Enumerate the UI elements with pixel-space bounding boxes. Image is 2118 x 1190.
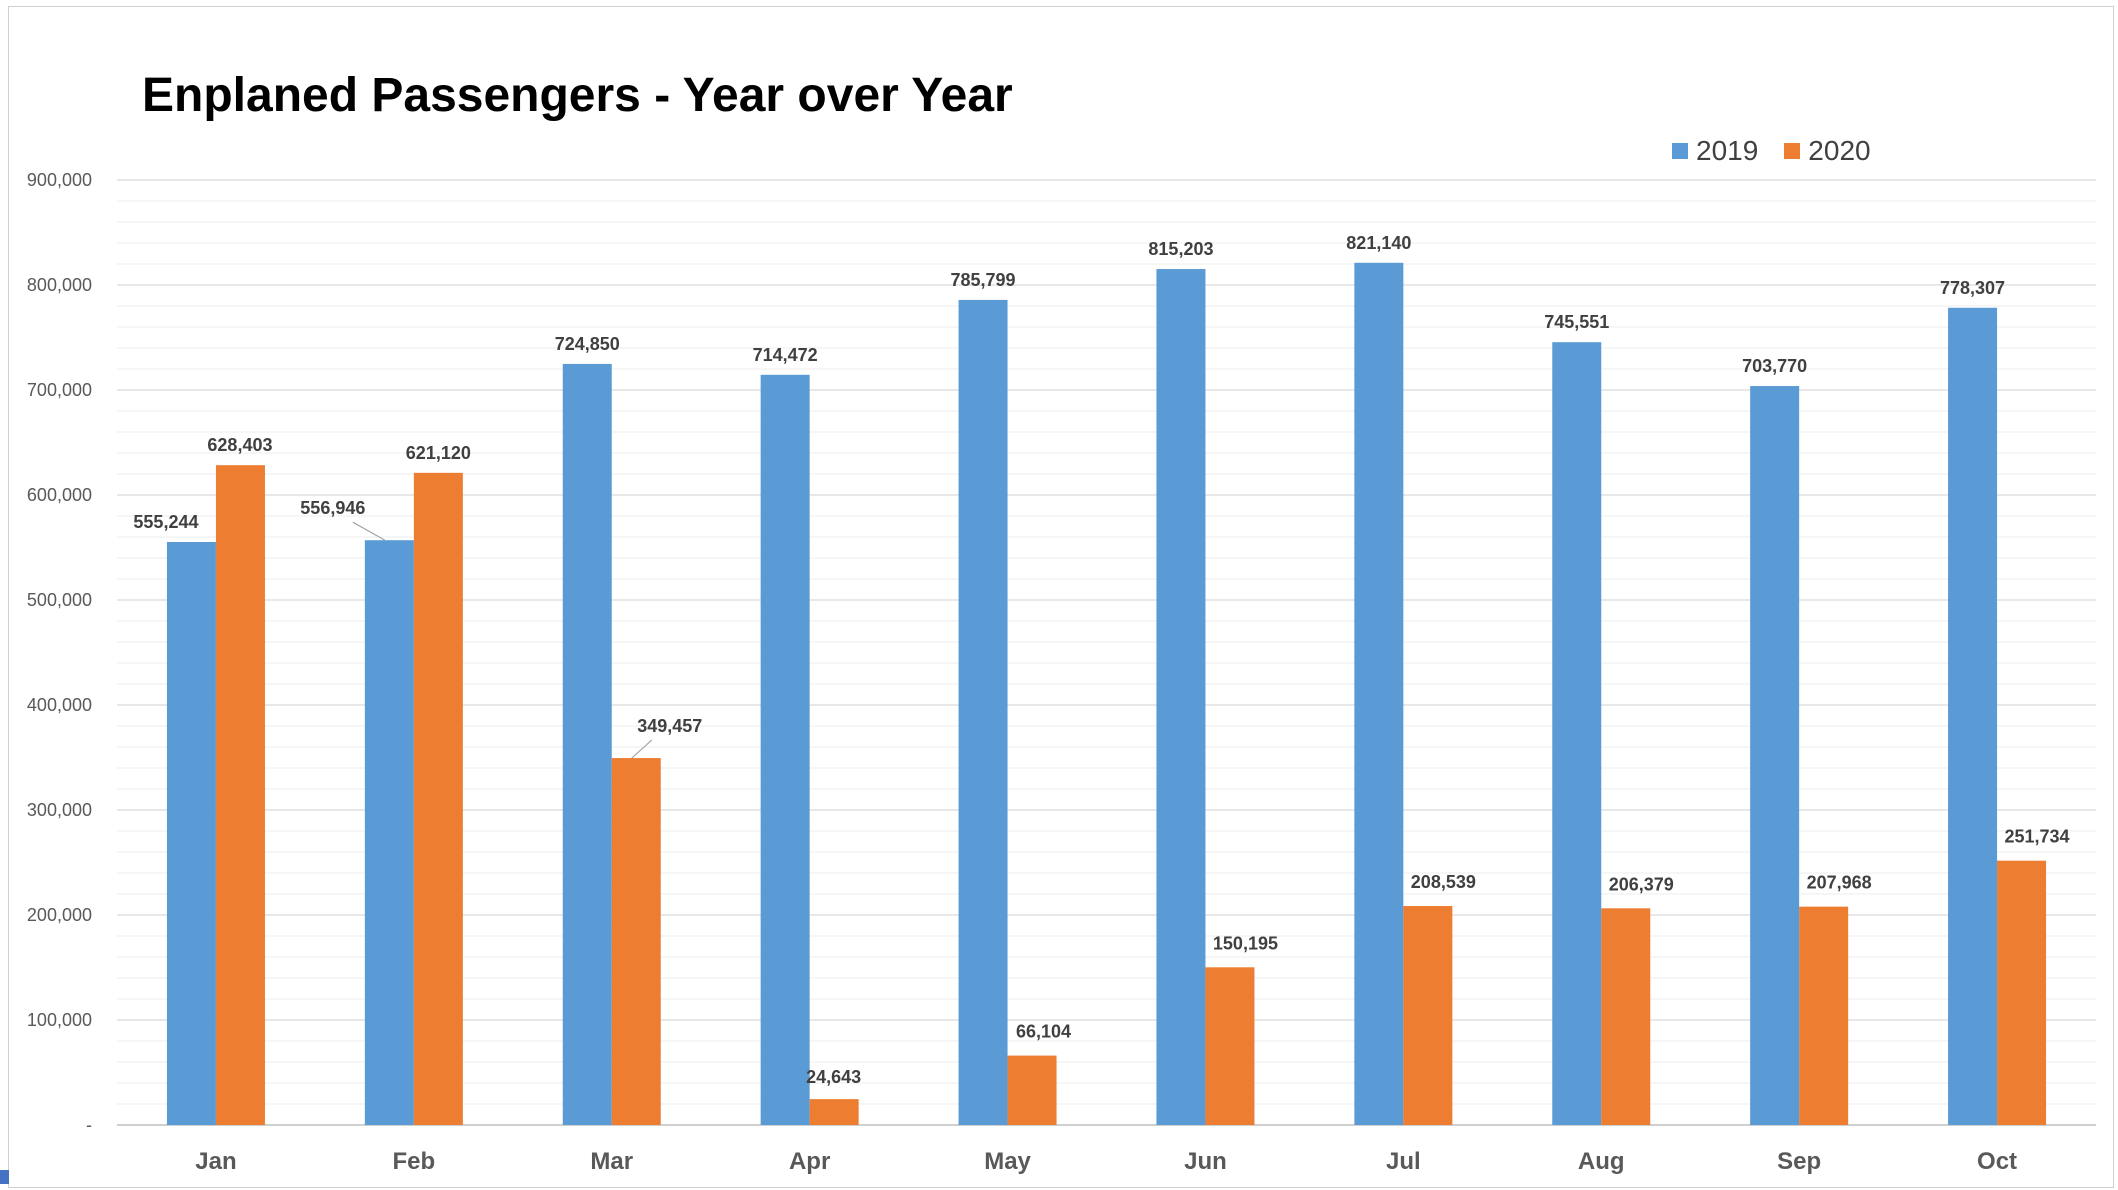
data-label-2020: 621,120: [406, 443, 471, 463]
bar-2019: [1156, 269, 1206, 1125]
y-tick-label: 400,000: [27, 695, 92, 715]
bar-2019: [760, 374, 810, 1125]
bar-2020: [809, 1099, 859, 1125]
bar-2020: [1205, 967, 1255, 1125]
label-leader-line: [352, 521, 386, 541]
legend-swatch-2020: [1784, 143, 1801, 159]
y-tick-label: 500,000: [27, 590, 92, 610]
bar-2020: [413, 472, 463, 1126]
bar-2019: [958, 299, 1008, 1126]
data-label-2019: 778,307: [1940, 278, 2005, 298]
data-label-2019: 724,850: [555, 334, 620, 354]
x-tick-label: Feb: [393, 1148, 436, 1175]
data-label-2020: 207,968: [1807, 873, 1872, 893]
data-label-2019: 815,203: [1148, 239, 1213, 259]
data-label-2020: 206,379: [1609, 874, 1674, 894]
legend-swatch-2019: [1672, 143, 1688, 159]
data-label-2019: 714,472: [753, 345, 818, 365]
y-tick-label: 200,000: [27, 905, 92, 925]
data-label-2020: 628,403: [207, 435, 272, 455]
chart-title: Enplaned Passengers - Year over Year: [142, 69, 1013, 122]
x-tick-label: Sep: [1777, 1148, 1821, 1175]
bar-2019: [562, 363, 612, 1126]
bar-2020: [1007, 1055, 1057, 1125]
bar-2020: [215, 465, 265, 1125]
data-label-2020: 251,734: [2005, 827, 2070, 847]
bar-2019: [1354, 262, 1404, 1126]
y-tick-label: 800,000: [27, 275, 92, 295]
x-tick-label: Apr: [789, 1148, 830, 1175]
data-label-2019: 821,140: [1346, 233, 1411, 253]
y-tick-label: -: [86, 1115, 92, 1135]
data-label-2020: 150,195: [1213, 933, 1278, 953]
legend-label-2019: 2019: [1696, 135, 1759, 166]
data-label-2019: 556,946: [300, 498, 365, 518]
x-tick-label: Jan: [195, 1148, 236, 1175]
y-tick-label: 600,000: [27, 485, 92, 505]
data-label-2020: 24,643: [806, 1067, 861, 1087]
bar-2019: [1948, 307, 1998, 1125]
y-tick-label: 300,000: [27, 800, 92, 820]
window-edge-marker: [0, 1170, 9, 1184]
legend-item-2019: 2019: [1672, 135, 1758, 167]
legend-item-2020: 2020: [1784, 135, 1871, 167]
x-tick-label: May: [984, 1148, 1031, 1175]
data-label-2019: 703,770: [1742, 356, 1807, 376]
y-tick-label: 100,000: [27, 1010, 92, 1030]
bar-2019: [166, 541, 216, 1125]
bar-2020: [1403, 906, 1453, 1125]
legend: 2019 2020: [1672, 133, 1871, 169]
x-tick-label: Jun: [1184, 1148, 1227, 1175]
x-tick-label: Jul: [1386, 1148, 1421, 1175]
data-label-2020: 349,457: [637, 716, 702, 736]
data-label-2019: 555,244: [133, 512, 198, 532]
bar-2020: [611, 758, 661, 1125]
data-label-2020: 66,104: [1016, 1022, 1071, 1042]
x-tick-label: Mar: [590, 1148, 633, 1175]
data-label-2020: 208,539: [1411, 872, 1476, 892]
y-tick-label: 700,000: [27, 380, 92, 400]
x-tick-label: Aug: [1578, 1148, 1625, 1175]
bar-2020: [1799, 906, 1849, 1125]
y-tick-label: 900,000: [27, 170, 92, 190]
bar-2019: [1750, 386, 1800, 1125]
bar-2020: [1997, 860, 2047, 1125]
data-label-2019: 785,799: [951, 270, 1016, 290]
bar-2019: [1552, 342, 1602, 1125]
data-label-2019: 745,551: [1544, 312, 1609, 332]
bar-2019: [364, 540, 414, 1125]
legend-label-2020: 2020: [1808, 135, 1871, 166]
x-tick-label: Oct: [1977, 1148, 2017, 1175]
bar-2020: [1601, 908, 1651, 1125]
label-leader-line: [631, 739, 653, 759]
